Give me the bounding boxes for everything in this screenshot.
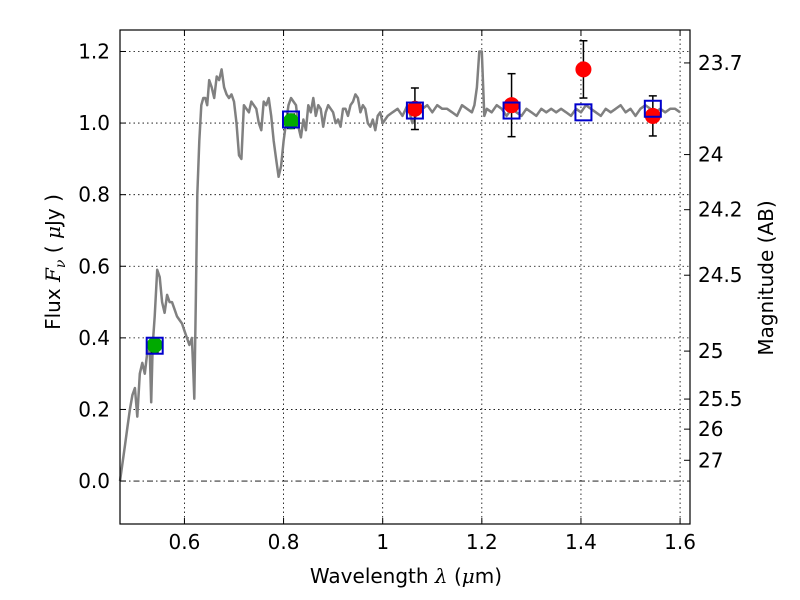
- grid: [120, 30, 690, 524]
- mag-tick-label: 24.2: [698, 198, 743, 222]
- mag-tick-label: 26: [698, 417, 723, 441]
- y-tick-label: 0.6: [78, 254, 110, 278]
- x-tick-label: 1.2: [466, 530, 498, 554]
- mag-tick-label: 25.5: [698, 387, 743, 411]
- y-tick-label: 0.0: [78, 469, 110, 493]
- y-tick-label: 1.0: [78, 111, 110, 135]
- y-tick-label: 0.4: [78, 326, 110, 350]
- model-photometry-square: [405, 101, 424, 120]
- plot-frame: [119, 29, 691, 525]
- nir-point: [406, 100, 423, 117]
- y-axis-label: Flux Fν ( μJy ): [41, 194, 69, 330]
- model-photometry-square: [145, 336, 164, 355]
- x-tick-label: 1: [376, 530, 389, 554]
- x-axis-label: Wavelength λ (μm): [310, 564, 502, 588]
- y-tick-label: 0.2: [78, 397, 110, 421]
- optical-point: [283, 113, 299, 130]
- model-photometry-square: [574, 103, 593, 122]
- nir-point: [503, 97, 520, 114]
- optical-point: [146, 337, 163, 354]
- spectrum-line: [118, 50, 681, 482]
- mag-tick-label: 27: [698, 448, 723, 472]
- mag-tick-label: 24.5: [698, 263, 743, 287]
- y2-axis-label: Magnitude (AB): [754, 200, 778, 355]
- model-photometry-square: [502, 101, 521, 120]
- spectrum-layer: [118, 50, 681, 482]
- x-tick-label: 1.6: [664, 530, 696, 554]
- model-photometry-square: [643, 99, 662, 118]
- nir-point: [575, 61, 592, 78]
- mag-tick-label: 23.7: [698, 51, 743, 75]
- y-tick-label: 0.8: [78, 183, 110, 207]
- mag-tick-label: 24: [698, 143, 723, 167]
- x-tick-label: 1.4: [565, 530, 597, 554]
- y-tick-label: 1.2: [78, 39, 110, 63]
- ticks-layer: 0.6 0.8 1 1.2 1.4 1.6 0.0 0.2 0.4 0.6 0.8 1.0 1.2 23.…: [78, 30, 743, 554]
- x-tick-label: 0.6: [169, 530, 201, 554]
- markers-layer: [145, 39, 662, 355]
- model-photometry-square: [282, 110, 300, 129]
- mag-tick-label: 25: [698, 339, 723, 363]
- x-tick-label: 0.8: [268, 530, 300, 554]
